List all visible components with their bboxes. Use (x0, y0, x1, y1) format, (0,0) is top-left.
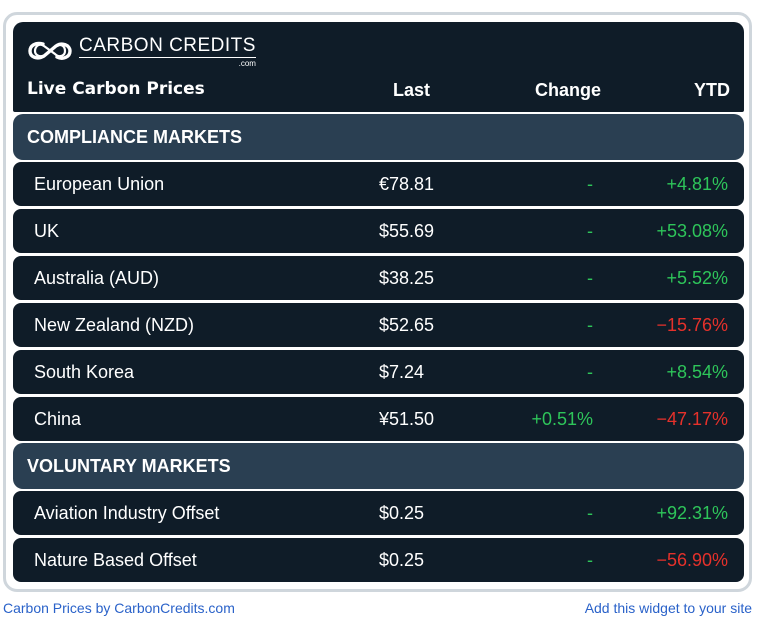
ytd-change: −47.17% (656, 409, 728, 429)
widget-title: Live Carbon Prices (27, 79, 205, 99)
market-name: European Union (34, 174, 165, 194)
table-row[interactable]: Aviation Industry Offset $0.25 - +92.31% (13, 491, 744, 535)
column-header-change: Change (535, 80, 602, 100)
column-header-ytd: YTD (694, 80, 730, 100)
ytd-change: −56.90% (656, 550, 728, 570)
market-name: Australia (AUD) (34, 268, 160, 288)
market-name: South Korea (34, 362, 135, 382)
table-row[interactable]: South Korea $7.24 - +8.54% (13, 350, 744, 394)
price-change: - (587, 315, 593, 335)
price-change: - (587, 268, 593, 288)
last-price: ¥51.50 (379, 409, 435, 429)
last-price: $38.25 (379, 268, 435, 288)
section-voluntary-markets: VOLUNTARY MARKETS (13, 443, 744, 489)
ytd-change: −15.76% (656, 315, 728, 335)
brand-domain: .com (238, 59, 256, 68)
market-name: UK (34, 221, 60, 241)
price-change: - (587, 221, 593, 241)
brand-name: CARBON CREDITS (79, 35, 256, 58)
section-title: VOLUNTARY MARKETS (27, 455, 231, 476)
ytd-change: +92.31% (656, 503, 728, 523)
section-title: COMPLIANCE MARKETS (27, 126, 242, 147)
carbon-credits-logo-icon (28, 41, 72, 60)
price-change: +0.51% (531, 409, 593, 429)
market-name: China (34, 409, 82, 429)
market-name: Aviation Industry Offset (34, 503, 220, 523)
ytd-change: +5.52% (666, 268, 728, 288)
add-widget-link[interactable]: Add this widget to your site (584, 600, 752, 616)
table-row[interactable]: China ¥51.50 +0.51% −47.17% (13, 397, 744, 441)
carbon-prices-credit-link[interactable]: Carbon Prices by CarbonCredits.com (3, 600, 235, 616)
ytd-change: +4.81% (666, 174, 728, 194)
price-change: - (587, 174, 593, 194)
table-row[interactable]: European Union €78.81 - +4.81% (13, 162, 744, 206)
last-price: $55.69 (379, 221, 435, 241)
brand-logo[interactable]: CARBON CREDITS .com (27, 36, 256, 68)
last-price: $52.65 (379, 315, 435, 335)
column-header-last: Last (393, 80, 431, 100)
ytd-change: +8.54% (666, 362, 728, 382)
table-row[interactable]: UK $55.69 - +53.08% (13, 209, 744, 253)
price-change: - (587, 550, 593, 570)
widget-header: CARBON CREDITS .com Live Carbon Prices L… (13, 22, 744, 112)
ytd-change: +53.08% (656, 221, 728, 241)
market-name: New Zealand (NZD) (34, 315, 195, 335)
last-price: $0.25 (379, 503, 425, 523)
table-row[interactable]: Nature Based Offset $0.25 - −56.90% (13, 538, 744, 582)
market-name: Nature Based Offset (34, 550, 197, 570)
last-price: €78.81 (379, 174, 435, 194)
price-change: - (587, 362, 593, 382)
section-compliance-markets: COMPLIANCE MARKETS (13, 114, 744, 160)
price-change: - (587, 503, 593, 523)
last-price: $0.25 (379, 550, 425, 570)
last-price: $7.24 (379, 362, 425, 382)
table-row[interactable]: Australia (AUD) $38.25 - +5.52% (13, 256, 744, 300)
table-row[interactable]: New Zealand (NZD) $52.65 - −15.76% (13, 303, 744, 347)
